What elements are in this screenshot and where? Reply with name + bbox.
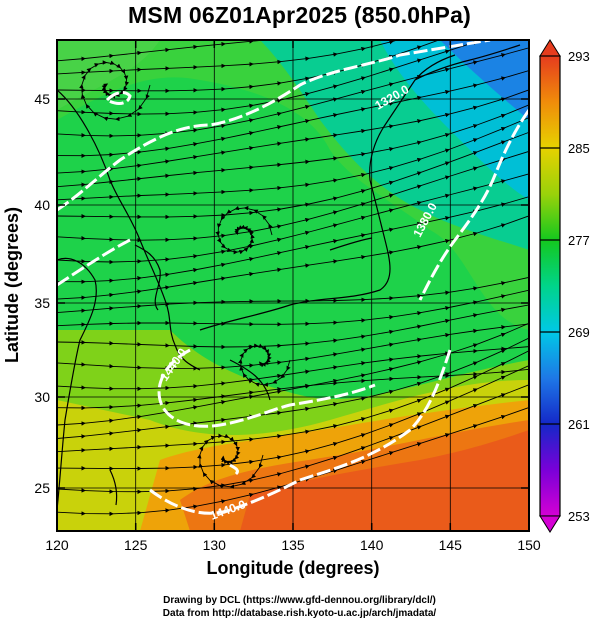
colorbar-label: 261 <box>568 417 590 432</box>
colorbar-label: 293 <box>568 49 590 64</box>
y-tick-label: 35 <box>34 295 50 311</box>
colorbar-label: 253 <box>568 509 590 524</box>
streamline <box>215 205 273 255</box>
credit-drawing: Drawing by DCL (https://www.gfd-dennou.o… <box>163 595 436 606</box>
y-tick-label: 30 <box>34 389 50 405</box>
y-axis-title: Latitude (degrees) <box>2 207 22 363</box>
colorbar-label: 285 <box>568 141 590 156</box>
wind-streamlines <box>57 40 529 517</box>
colorbar: 293 285 277 269 261 253 <box>539 39 590 533</box>
streamline <box>238 343 291 387</box>
x-tick-label: 120 <box>45 537 69 553</box>
colorbar-label: 269 <box>568 325 590 340</box>
y-tick-label: 45 <box>34 91 50 107</box>
x-axis-title: Longitude (degrees) <box>206 558 379 578</box>
map-title: MSM 06Z01Apr2025 (850.0hPa) <box>128 2 471 28</box>
colorbar-top-arrow <box>539 39 561 57</box>
x-tick-label: 130 <box>203 537 227 553</box>
streamline <box>79 60 151 122</box>
colorbar-bottom-arrow <box>539 515 561 533</box>
x-tick-label: 125 <box>124 537 148 553</box>
y-tick-label: 40 <box>34 197 50 213</box>
credits-footer: Drawing by DCL (https://www.gfd-dennou.o… <box>0 594 599 620</box>
colorbar-label: 277 <box>568 233 590 248</box>
streamline <box>197 433 264 489</box>
y-ticks <box>57 98 529 489</box>
x-tick-label: 135 <box>281 537 305 553</box>
geopotential-contours <box>57 40 529 515</box>
colorbar-scale <box>539 55 561 517</box>
y-tick-label: 25 <box>34 480 50 496</box>
x-tick-labels: 120 125 130 135 140 145 150 <box>45 537 541 553</box>
x-tick-label: 150 <box>517 537 541 553</box>
x-ticks <box>56 40 530 531</box>
x-tick-label: 145 <box>439 537 463 553</box>
x-tick-label: 140 <box>360 537 384 553</box>
y-tick-labels: 25 30 35 40 45 <box>34 91 50 496</box>
credit-data: Data from http://database.rish.kyoto-u.a… <box>162 608 437 619</box>
